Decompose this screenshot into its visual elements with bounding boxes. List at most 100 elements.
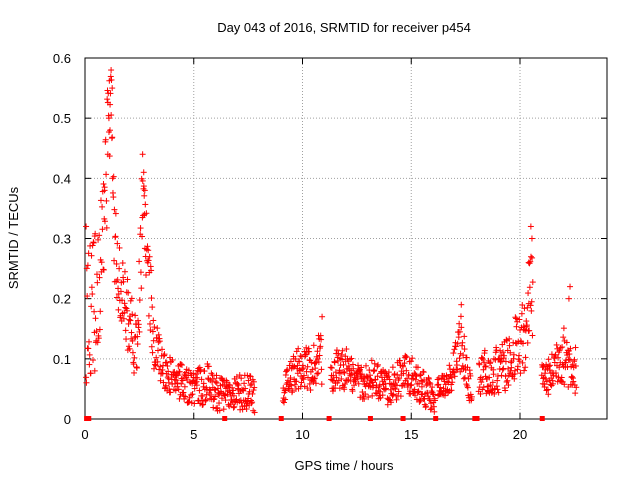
data-point — [379, 392, 386, 399]
data-point — [403, 354, 410, 361]
data-point — [91, 308, 98, 315]
data-point — [480, 384, 487, 391]
data-point — [508, 364, 515, 371]
data-point — [457, 368, 464, 375]
data-point — [502, 373, 509, 380]
data-point — [230, 404, 237, 411]
data-point — [145, 257, 152, 264]
data-point — [282, 396, 289, 403]
data-point — [517, 370, 524, 377]
data-point — [131, 369, 138, 376]
data-point — [154, 325, 161, 332]
data-point — [519, 302, 526, 309]
data-point — [542, 375, 549, 382]
data-point — [87, 370, 94, 377]
data-point — [156, 338, 163, 345]
data-point — [552, 351, 559, 358]
data-point — [88, 284, 95, 291]
y-tick-label: 0.6 — [53, 51, 71, 66]
data-point — [110, 173, 117, 180]
data-point — [88, 252, 95, 259]
data-point — [148, 295, 155, 302]
data-point — [111, 257, 118, 264]
data-point — [524, 304, 531, 311]
data-point — [503, 378, 510, 385]
data-point — [507, 349, 514, 356]
data-point — [95, 236, 102, 243]
data-point — [104, 87, 111, 94]
data-point — [384, 401, 391, 408]
data-point — [251, 409, 258, 416]
data-point — [504, 377, 511, 384]
data-point — [409, 355, 416, 362]
data-point — [193, 371, 200, 378]
data-point — [155, 331, 162, 338]
data-point — [94, 339, 101, 346]
data-point — [86, 351, 93, 358]
data-point — [476, 361, 483, 368]
data-point — [468, 393, 475, 400]
x-tick-label: 20 — [513, 427, 527, 442]
data-point — [525, 290, 532, 297]
data-point — [427, 406, 434, 413]
chart-title: Day 043 of 2016, SRMTID for receiver p45… — [217, 20, 471, 35]
data-point — [340, 361, 347, 368]
data-point — [417, 372, 424, 379]
data-point — [570, 378, 577, 385]
y-axis: 0 0.1 0.2 0.3 0.4 0.5 0.6 — [53, 51, 607, 427]
data-point — [137, 269, 144, 276]
data-point — [385, 369, 392, 376]
gap-marker — [539, 416, 545, 421]
x-axis-label: GPS time / hours — [295, 458, 394, 473]
data-point — [523, 318, 530, 325]
data-point — [214, 385, 221, 392]
data-point — [392, 386, 399, 393]
data-point — [191, 400, 198, 407]
data-point — [513, 315, 520, 322]
data-point — [347, 372, 354, 379]
data-point — [139, 233, 146, 240]
data-point — [93, 337, 100, 344]
data-point — [122, 304, 129, 311]
data-point — [426, 379, 433, 386]
data-point — [108, 112, 115, 119]
data-point — [446, 362, 453, 369]
data-point — [153, 354, 160, 361]
data-point — [343, 346, 350, 353]
data-point — [416, 380, 423, 387]
data-point — [366, 367, 373, 374]
data-point — [411, 370, 418, 377]
data-point — [119, 260, 126, 267]
data-point — [200, 380, 207, 387]
data-point — [318, 381, 325, 388]
data-point — [341, 369, 348, 376]
data-point — [573, 384, 580, 391]
data-point — [464, 384, 471, 391]
data-point — [557, 344, 564, 351]
data-point — [199, 392, 206, 399]
data-point — [401, 360, 408, 367]
data-point — [481, 347, 488, 354]
data-point — [85, 345, 92, 352]
data-point — [221, 392, 228, 399]
data-point — [423, 382, 430, 389]
data-point-peak — [567, 283, 574, 290]
data-point — [528, 307, 535, 314]
data-point — [494, 377, 501, 384]
x-tick-label: 5 — [190, 427, 197, 442]
y-tick-label: 0.5 — [53, 111, 71, 126]
data-point — [372, 376, 379, 383]
data-point — [213, 372, 220, 379]
data-point — [147, 327, 154, 334]
data-point — [518, 310, 525, 317]
data-point — [495, 389, 502, 396]
data-point — [335, 350, 342, 357]
data-point — [559, 344, 566, 351]
data-point — [311, 375, 318, 382]
data-point — [222, 397, 229, 404]
data-point — [389, 364, 396, 371]
data-point — [408, 358, 415, 365]
data-point — [135, 321, 142, 328]
data-point — [393, 396, 400, 403]
